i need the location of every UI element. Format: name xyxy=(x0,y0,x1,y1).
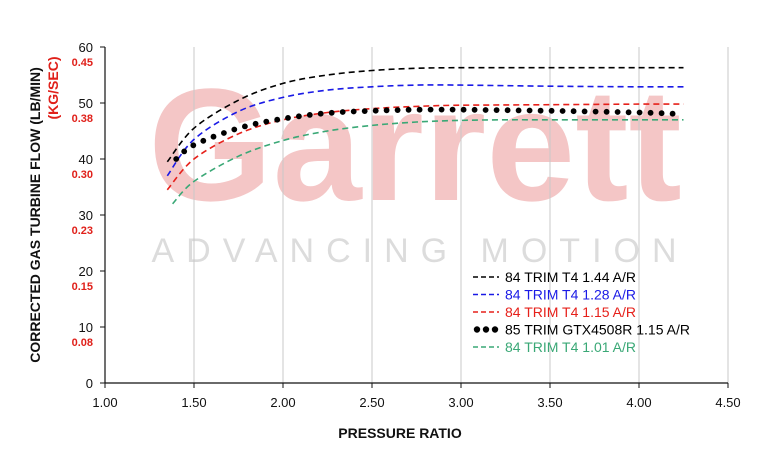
series-dot xyxy=(350,108,357,115)
series-dot xyxy=(526,107,533,114)
y-axis-secondary-title: (KG/SEC) xyxy=(45,57,61,120)
series-dot xyxy=(383,107,390,114)
brand-watermark: Garrett ADVANCING MOTION xyxy=(148,55,688,270)
series-line-3 xyxy=(166,103,684,191)
series-dot xyxy=(438,106,445,113)
legend: 84 TRIM T4 1.44 A/R84 TRIM T4 1.28 A/R84… xyxy=(473,269,690,355)
y-tick-label: 40 xyxy=(79,152,93,167)
series-dot xyxy=(231,126,238,133)
y-tick-label: 20 xyxy=(79,264,93,279)
series-dot xyxy=(181,148,188,155)
series-layer xyxy=(166,66,684,205)
series-dot xyxy=(416,106,423,113)
y-tick-label: 0 xyxy=(86,376,93,391)
series-dot xyxy=(460,106,467,113)
series-dot xyxy=(482,107,489,113)
series-dot xyxy=(394,107,401,113)
series-dot xyxy=(636,109,643,116)
series-line-5 xyxy=(172,118,684,205)
series-dot xyxy=(471,106,478,113)
series-dot xyxy=(285,115,291,121)
series-dot xyxy=(537,107,544,114)
x-axis-title: PRESSURE RATIO xyxy=(338,425,462,441)
tick-labels: 0 10 20 30 40 50 60 0.08 0.15 0.23 0.30 0.38 0.45 1.0… xyxy=(72,40,741,410)
series-dot xyxy=(221,130,227,136)
y-secondary-tick-label: 0.38 xyxy=(72,113,93,125)
series-dot xyxy=(592,108,599,115)
series-dot xyxy=(274,116,281,123)
x-tick-label: 2.00 xyxy=(270,395,295,410)
y-secondary-tick-label: 0.23 xyxy=(72,225,93,237)
series-dot xyxy=(603,108,610,115)
legend-swatch xyxy=(482,326,490,333)
series-dot xyxy=(405,106,412,113)
y-tick-label: 10 xyxy=(79,320,93,335)
series-dot xyxy=(581,108,588,115)
series-line-1 xyxy=(166,66,684,163)
series-dot xyxy=(493,107,500,113)
series-dot xyxy=(669,110,676,117)
series-dot xyxy=(210,133,217,140)
series-dot xyxy=(504,107,511,114)
series-dot xyxy=(173,156,180,162)
series-line-2 xyxy=(166,84,684,177)
y-secondary-tick-label: 0.45 xyxy=(72,57,93,69)
series-dot xyxy=(372,107,379,114)
axes xyxy=(100,46,729,388)
x-tick-label: 3.00 xyxy=(448,395,473,410)
legend-label: 85 TRIM GTX4508R 1.15 A/R xyxy=(505,322,690,338)
y-secondary-tick-label: 0.08 xyxy=(72,337,93,349)
series-dot xyxy=(658,110,665,117)
watermark-brand: Garrett xyxy=(148,55,682,234)
series-dot xyxy=(339,109,346,115)
y-secondary-tick-label: 0.15 xyxy=(72,281,93,293)
series-dot xyxy=(306,112,313,118)
series-dot xyxy=(449,106,456,113)
series-dot xyxy=(427,106,434,113)
y-secondary-tick-label: 0.30 xyxy=(72,169,93,181)
x-tick-label: 2.50 xyxy=(359,395,384,410)
x-tick-label: 1.00 xyxy=(92,395,117,410)
y-tick-label: 30 xyxy=(79,208,93,223)
watermark-tagline: ADVANCING MOTION xyxy=(151,232,688,270)
series-dot xyxy=(200,137,207,144)
legend-swatch xyxy=(473,326,481,333)
legend-label: 84 TRIM T4 1.01 A/R xyxy=(505,339,636,355)
series-dot xyxy=(328,109,335,116)
series-dot xyxy=(361,108,368,114)
series-dot xyxy=(559,108,566,114)
series-dot xyxy=(515,107,522,114)
x-tick-label: 3.50 xyxy=(537,395,562,410)
legend-label: 84 TRIM T4 1.15 A/R xyxy=(505,304,636,320)
x-tick-label: 4.00 xyxy=(626,395,651,410)
x-tick-label: 1.50 xyxy=(181,395,206,410)
series-dot xyxy=(296,113,302,120)
x-tick-label: 4.50 xyxy=(715,395,740,410)
series-dot xyxy=(252,120,259,127)
legend-label: 84 TRIM T4 1.28 A/R xyxy=(505,287,636,303)
series-dot xyxy=(614,109,621,115)
series-dot xyxy=(570,108,577,115)
series-dot xyxy=(317,110,324,117)
y-tick-label: 50 xyxy=(79,96,93,111)
series-dot xyxy=(190,142,197,149)
series-dot xyxy=(625,109,632,116)
legend-swatch xyxy=(491,326,499,333)
series-dot xyxy=(647,109,654,116)
y-tick-label: 60 xyxy=(79,40,93,55)
y-axis-title: CORRECTED GAS TURBINE FLOW (LB/MIN) xyxy=(27,67,43,363)
legend-label: 84 TRIM T4 1.44 A/R xyxy=(505,269,636,285)
series-dot xyxy=(263,118,270,125)
series-dot xyxy=(242,123,248,130)
series-dot xyxy=(548,107,555,114)
vertical-gridlines xyxy=(193,47,729,383)
